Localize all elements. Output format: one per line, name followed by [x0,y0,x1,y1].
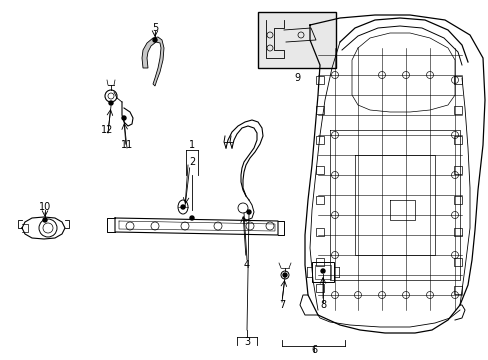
Bar [314,265,330,279]
Text: 7: 7 [278,300,285,310]
Text: 10: 10 [39,202,51,212]
Text: 2: 2 [188,157,195,167]
Bar [315,284,324,292]
Circle shape [246,210,250,214]
Text: 12: 12 [101,125,113,135]
Circle shape [122,116,126,120]
Bar [315,258,324,266]
Bar [453,106,461,114]
Circle shape [283,273,286,277]
Circle shape [181,205,184,209]
Bar [311,262,333,282]
Bar [315,106,324,114]
Circle shape [190,216,194,220]
Bar [453,286,461,294]
Text: 9: 9 [293,73,300,83]
Bar [453,228,461,236]
Text: 8: 8 [319,300,325,310]
Polygon shape [142,37,163,86]
Text: 1: 1 [188,140,195,150]
Bar [315,76,324,84]
Bar [258,12,335,68]
Bar [453,166,461,174]
Bar [453,136,461,144]
Text: 3: 3 [244,337,249,347]
Circle shape [153,38,157,42]
Text: 11: 11 [121,140,133,150]
Bar [453,258,461,266]
Circle shape [109,101,113,105]
Bar [453,76,461,84]
Bar [315,166,324,174]
Bar [453,196,461,204]
Text: 5: 5 [152,23,158,33]
Text: 6: 6 [310,345,316,355]
Text: 4: 4 [244,260,249,270]
Circle shape [43,218,47,222]
Bar [315,196,324,204]
Bar [315,228,324,236]
Circle shape [320,269,325,273]
Bar [315,136,324,144]
